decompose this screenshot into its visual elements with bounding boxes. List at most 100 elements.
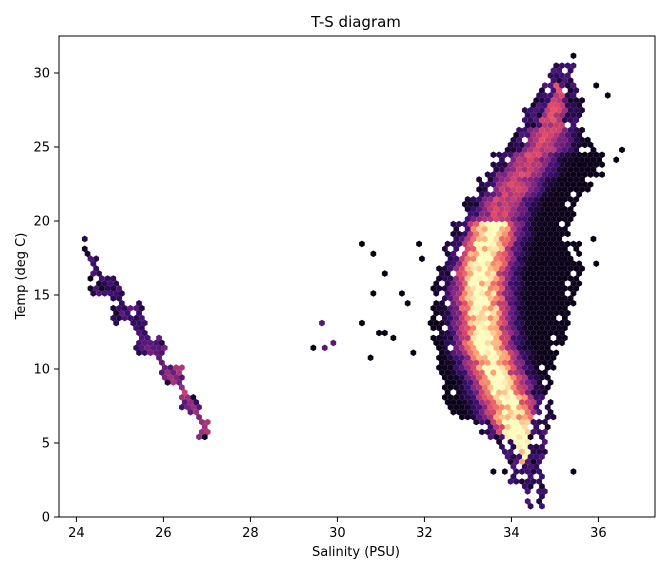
hexbin-cell [499,275,505,282]
hexbin-cell [527,463,534,470]
hexbin-cell [447,374,454,381]
hexbin-cell [459,384,465,391]
hexbin-cell [499,166,505,173]
hexbin-cell [502,181,508,188]
hexbin-cell [542,389,548,396]
hexbin-cell [462,329,468,337]
hexbin-cell [547,270,554,277]
hexbin-cell [504,245,511,253]
hexbin-cell [553,240,560,248]
hexbin-cell [462,300,468,307]
hexbin-cell [562,295,568,302]
hexbin-cell [556,285,562,292]
hexbin-cell [490,379,497,386]
hexbin-cell [519,319,525,327]
hexbin-cell [476,265,482,272]
hexbin-cell [193,408,199,416]
hexbin-cell [456,359,462,366]
hexbin-cell [507,329,514,337]
hexbin-cell [547,171,554,178]
hexbin-cell [533,394,540,401]
hexbin-cell [156,344,162,352]
hexbin-cell [442,364,448,371]
hexbin-cell [536,171,542,178]
hexbin-cell [453,285,460,292]
hexbin-cell [590,235,597,243]
hexbin-cell [456,240,462,248]
hexbin-cell [553,210,560,218]
y-tick-label: 20 [33,215,50,230]
hexbin-cell [470,334,477,342]
hexbin-cell [544,334,551,342]
hexbin-cell [524,359,531,366]
hexbin-cell [447,354,454,361]
hexbin-cell [104,275,111,282]
hexbin-cell [513,359,520,366]
hexbin-cell [556,77,562,84]
hexbin-cell [479,408,485,416]
hexbin-cell [542,290,548,297]
hexbin-cell [496,309,502,317]
hexbin-cell [490,260,497,267]
hexbin-cell [547,319,554,327]
hexbin-cell [479,220,485,228]
hexbin-cell [527,473,534,480]
hexbin-cell [359,319,365,327]
hexbin-cell [444,309,451,317]
hexbin-cell [542,210,548,218]
hexbin-cell [107,290,114,297]
hexbin-cell [447,314,454,322]
hexbin-cell [499,265,505,272]
hexbin-cell [499,285,505,292]
hexbin-cell [459,265,465,272]
hexbin-cell [184,403,191,411]
hexbin-cell [553,230,560,238]
hexbin-cell [544,324,551,332]
hexbin-cell [590,156,597,164]
hexbin-cell [530,399,537,406]
hexbin-cell [584,166,591,173]
hexbin-cell [579,166,585,173]
hexbin-cell [502,191,508,198]
hexbin-cell [530,418,537,426]
hexbin-cell [450,300,457,307]
hexbin-cell [524,240,531,248]
hexbin-cell [170,369,177,376]
hexbin-cell [542,191,548,198]
hexbin-cell [484,290,491,297]
hexbin-cell [527,433,534,441]
hexbin-cell [527,443,534,451]
hexbin-cell [390,334,397,342]
hexbin-cell [533,215,540,223]
hexbin-cell [556,126,562,134]
hexbin-cell [504,265,511,272]
hexbin-cell [582,181,588,188]
hexbin-cell [482,275,488,282]
hexbin-cell [522,364,528,371]
hexbin-cell [456,329,462,337]
hexbin-cell [533,344,540,352]
hexbin-cell [544,423,551,431]
hexbin-cell [490,220,497,228]
hexbin-cell [573,97,580,104]
hexbin-cell [462,359,468,366]
hexbin-cell [476,413,482,421]
hexbin-cell [516,146,522,154]
hexbin-cell [530,300,537,307]
hexbin-cell [539,126,545,134]
hexbin-cell [576,111,582,119]
hexbin-cell [456,309,462,317]
hexbin-cell [522,255,528,263]
hexbin-cell [504,453,511,460]
hexbin-cell [542,488,548,495]
hexbin-cell [510,354,517,361]
hexbin-cell [507,201,514,208]
hexbin-cell [550,87,557,94]
hexbin-cell [504,215,511,223]
hexbin-cell [536,448,542,456]
hexbin-cell [456,280,462,287]
hexbin-cell [510,403,517,411]
hexbin-cell [516,215,522,223]
hexbin-cell [542,418,548,426]
hexbin-cell [550,304,557,312]
